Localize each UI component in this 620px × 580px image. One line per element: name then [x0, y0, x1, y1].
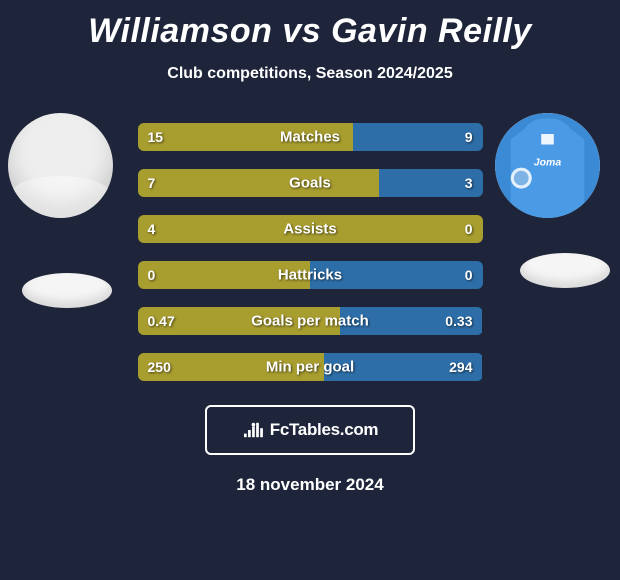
svg-text:Joma: Joma: [534, 157, 562, 169]
segment-left: [138, 169, 380, 197]
stat-row: Assists 4 0: [138, 215, 483, 243]
date-line: 18 november 2024: [0, 475, 620, 495]
stat-value-right: 294: [449, 359, 472, 375]
player-right-avatar: Joma: [495, 113, 600, 218]
stat-value-right: 0: [465, 267, 473, 283]
stat-value-right: 0: [465, 221, 473, 237]
stat-row: Min per goal 250 294: [138, 353, 483, 381]
stat-value-left: 0: [148, 267, 156, 283]
subtitle: Club competitions, Season 2024/2025: [0, 65, 620, 83]
team-left-logo: [22, 273, 112, 308]
stat-label: Matches: [280, 129, 340, 146]
stat-label: Assists: [283, 221, 336, 238]
stat-label: Goals: [289, 175, 331, 192]
segment-right: [353, 123, 482, 151]
brand-box[interactable]: FcTables.com: [205, 405, 415, 455]
stat-bars: Matches 15 9 Goals 7 3 Assists 4 0 Hattricks 0 0 Goa…: [138, 123, 483, 381]
stat-value-right: 9: [465, 129, 473, 145]
stat-value-right: 3: [465, 175, 473, 191]
stat-label: Goals per match: [251, 313, 369, 330]
brand-text: FcTables.com: [270, 420, 379, 440]
stat-value-left: 7: [148, 175, 156, 191]
stats-area: Joma Matches159Goals73Assists40Hattricks…: [0, 123, 620, 381]
stat-label: Hattricks: [278, 267, 342, 284]
stat-row: Goals per match 0.47 0.33: [138, 307, 483, 335]
team-right-logo: [520, 253, 610, 288]
stat-value-left: 250: [148, 359, 171, 375]
stat-row: Goals 7 3: [138, 169, 483, 197]
stat-row: Hattricks 0 0: [138, 261, 483, 289]
stat-value-right: 0.33: [445, 313, 472, 329]
title: Williamson vs Gavin Reilly: [0, 0, 620, 51]
stat-label: Min per goal: [266, 359, 354, 376]
comparison-card: Williamson vs Gavin Reilly Club competit…: [0, 0, 620, 580]
stat-value-left: 0.47: [148, 313, 175, 329]
jersey-icon: Joma: [495, 113, 600, 218]
brand-bars-icon: [242, 421, 264, 439]
stat-row: Matches 15 9: [138, 123, 483, 151]
stat-value-left: 15: [148, 129, 164, 145]
player-left-avatar: [8, 113, 113, 218]
stat-value-left: 4: [148, 221, 156, 237]
